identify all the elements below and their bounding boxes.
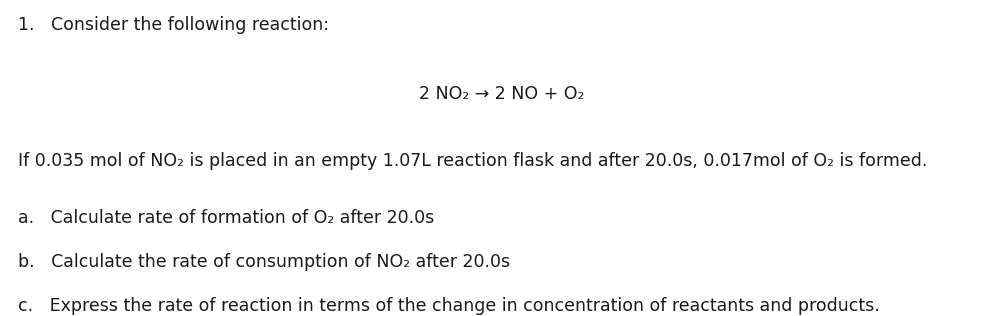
Text: c.   Express the rate of reaction in terms of the change in concentration of rea: c. Express the rate of reaction in terms… xyxy=(18,297,879,315)
Text: 2 NO₂ → 2 NO + O₂: 2 NO₂ → 2 NO + O₂ xyxy=(419,85,583,103)
Text: a.   Calculate rate of formation of O₂ after 20.0s: a. Calculate rate of formation of O₂ aft… xyxy=(18,209,434,227)
Text: b.   Calculate the rate of consumption of NO₂ after 20.0s: b. Calculate the rate of consumption of … xyxy=(18,253,510,271)
Text: 1.   Consider the following reaction:: 1. Consider the following reaction: xyxy=(18,16,329,34)
Text: If 0.035 mol of NO₂ is placed in an empty 1.07L reaction flask and after 20.0s, : If 0.035 mol of NO₂ is placed in an empt… xyxy=(18,152,927,170)
